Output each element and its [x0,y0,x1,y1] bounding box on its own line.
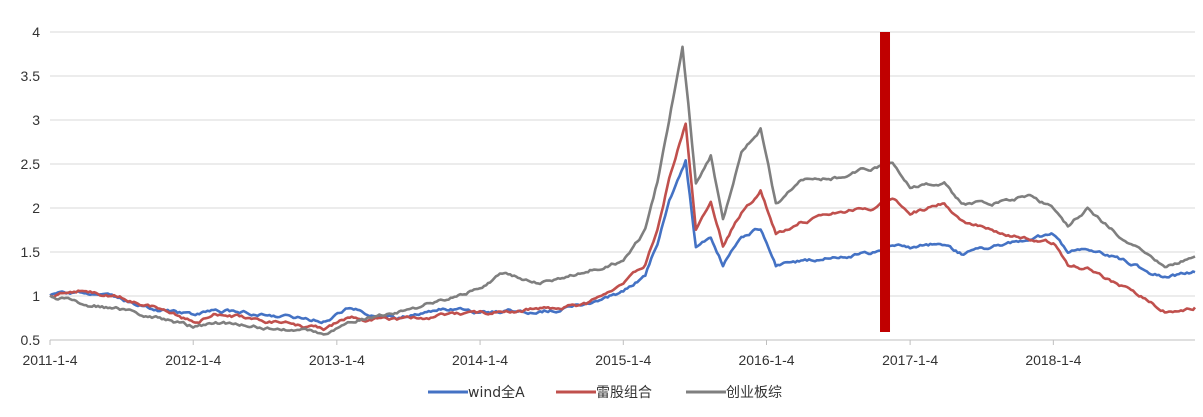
x-tick-label: 2015-1-4 [595,352,651,368]
x-tick-label: 2018-1-4 [1025,352,1081,368]
y-tick-label: 1 [32,288,40,304]
legend-item: wind全A [428,384,525,401]
y-tick-label: 4 [32,24,40,40]
series-line [49,122,1197,332]
x-axis-ticks: 2011-1-4 2012-1-4 2013-1-4 2014-1-4 2015-1-4… [22,340,1082,368]
series-line [49,45,1196,336]
x-tick-label: 2017-1-4 [882,352,938,368]
legend-label: 雷股组合 [596,385,652,401]
y-tick-label: 3.5 [21,68,41,84]
x-tick-label: 2013-1-4 [309,352,365,368]
legend-item: 雷股组合 [556,385,652,401]
y-axis-ticks: 0.5 1 1.5 2 2.5 3 3.5 4 [21,24,41,348]
series-line [49,159,1196,325]
x-tick-label: 2012-1-4 [165,352,221,368]
x-tick-label: 2011-1-4 [22,352,77,368]
gridlines [50,31,1195,297]
y-tick-label: 1.5 [21,244,41,260]
y-tick-label: 2 [32,200,40,216]
y-tick-label: 3 [32,112,40,128]
annotation-marker [880,32,891,332]
legend-item: 创业板综 [686,385,782,401]
x-tick-label: 2014-1-4 [452,352,508,368]
legend-label: wind全A [468,384,525,401]
legend: wind全A 雷股组合 创业板综 [428,384,782,401]
legend-label: 创业板综 [726,385,782,401]
series-lines [49,45,1197,336]
x-tick-label: 2016-1-4 [738,352,794,368]
y-tick-label: 2.5 [21,156,41,172]
y-tick-label: 0.5 [21,332,41,348]
